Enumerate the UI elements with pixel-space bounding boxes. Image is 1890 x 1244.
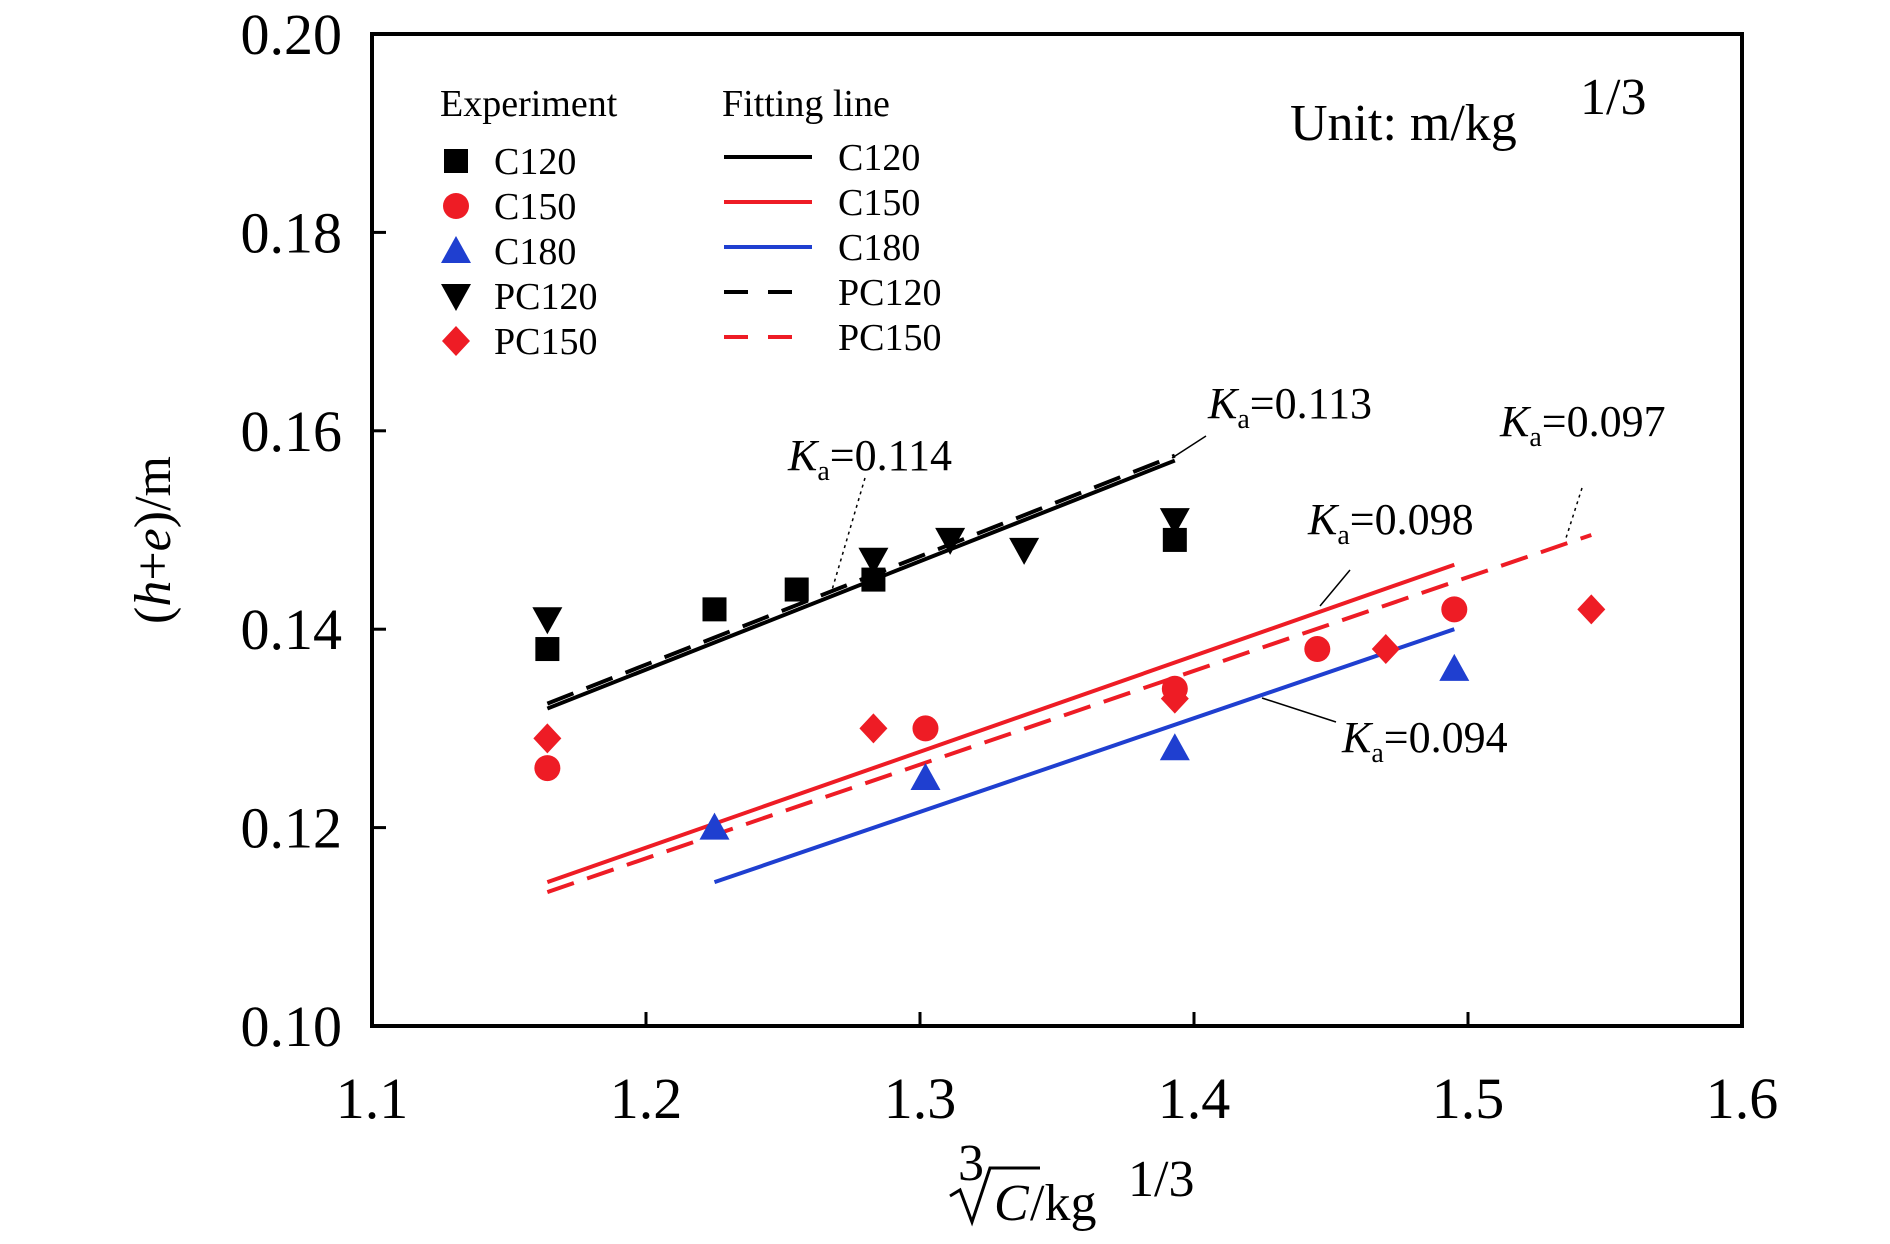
data-point-pc120 bbox=[532, 607, 563, 635]
y-axis-e: e bbox=[125, 528, 182, 551]
data-point-pc120 bbox=[935, 527, 966, 555]
data-point-c120 bbox=[702, 597, 727, 622]
fit-line-c150 bbox=[546, 562, 1455, 885]
data-point-c150 bbox=[912, 715, 939, 742]
data-point-pc150 bbox=[1577, 594, 1606, 625]
y-tick-label: 0.18 bbox=[241, 200, 343, 265]
data-point-pc120 bbox=[1009, 537, 1040, 565]
x-tick-label: 1.2 bbox=[610, 1066, 683, 1131]
data-point-c120 bbox=[784, 577, 809, 602]
legend-experiment-title: Experiment bbox=[440, 83, 618, 125]
data-markers bbox=[532, 508, 1606, 840]
legend-label-exp-c150: C150 bbox=[494, 186, 576, 228]
annotation-leader bbox=[831, 477, 866, 591]
x-tick-label: 1.1 bbox=[336, 1066, 409, 1131]
annotation-ka-0098: Ka=0.098 bbox=[1307, 495, 1474, 551]
legend-label-exp-c120: C120 bbox=[494, 141, 576, 183]
y-axis-open: ( bbox=[125, 607, 182, 624]
data-point-c150 bbox=[1304, 636, 1331, 663]
legend-entry-exp-c120: C120 bbox=[444, 141, 576, 183]
y-tick-label: 0.16 bbox=[241, 399, 343, 464]
x-axis-root-index: 3 bbox=[958, 1135, 984, 1192]
legend-label-fit-c180: C180 bbox=[838, 227, 920, 269]
data-point-pc150 bbox=[533, 723, 562, 754]
legend-experiment-entries: C120 C150 C180 PC120 PC150 bbox=[441, 141, 597, 363]
unit-note-text: Unit: m/kg bbox=[1290, 95, 1517, 152]
annotations: Ka=0.114 Ka=0.113 Ka=0.097 Ka=0.098 Ka=0… bbox=[787, 379, 1666, 769]
annotation-ka-0094: Ka=0.094 bbox=[1341, 713, 1508, 769]
data-point-c150 bbox=[534, 755, 561, 782]
legend-label-fit-c120: C120 bbox=[838, 137, 920, 179]
unit-note-exponent: 1/3 bbox=[1580, 69, 1646, 126]
unit-note: Unit: m/kg 1/3 bbox=[1290, 69, 1646, 152]
legend-marker-c120 bbox=[444, 149, 468, 173]
y-tick-label: 0.14 bbox=[241, 597, 343, 662]
legend-entry-exp-pc120: PC120 bbox=[441, 276, 597, 318]
legend-entry-exp-c150: C150 bbox=[443, 186, 576, 228]
data-point-pc150 bbox=[1160, 683, 1189, 714]
annotation-leader bbox=[1565, 487, 1583, 539]
annotation-ka-0097: Ka=0.097 bbox=[1499, 397, 1666, 453]
legend-label-exp-pc150: PC150 bbox=[494, 321, 597, 363]
data-point-pc120 bbox=[858, 547, 889, 575]
annotation-leader bbox=[1319, 569, 1351, 607]
y-tick-label: 0.12 bbox=[241, 796, 343, 861]
legend-label-exp-c180: C180 bbox=[494, 231, 576, 273]
legend-marker-c150 bbox=[443, 193, 469, 219]
x-axis-unit: /kg bbox=[1030, 1175, 1096, 1232]
legend: Experiment Fitting line C120 C150 C180 P… bbox=[440, 83, 941, 363]
data-point-c180 bbox=[1439, 653, 1470, 681]
x-tick-label: 1.4 bbox=[1158, 1066, 1231, 1131]
plot-frame bbox=[370, 32, 1744, 1028]
legend-label-fit-pc150: PC150 bbox=[838, 317, 941, 359]
annotation-leader bbox=[1171, 435, 1207, 459]
legend-marker-pc120 bbox=[441, 284, 471, 311]
legend-entry-fit-c120: C120 bbox=[724, 137, 920, 179]
y-axis-title: (h+e)/m bbox=[125, 456, 182, 624]
data-point-c150 bbox=[1441, 596, 1468, 623]
x-tick-label: 1.6 bbox=[1706, 1066, 1779, 1131]
axis-ticks: 1.1 1.2 1.3 1.4 1.5 1.6 0.10 0.12 0.14 0.16 0.18 0.… bbox=[241, 2, 1779, 1131]
annotation-leader bbox=[1261, 697, 1337, 723]
legend-marker-pc150 bbox=[442, 326, 470, 356]
fit-line-c120 bbox=[546, 458, 1176, 711]
x-tick-label: 1.3 bbox=[884, 1066, 957, 1131]
y-tick-label: 0.10 bbox=[241, 994, 343, 1059]
x-tick-label: 1.5 bbox=[1432, 1066, 1505, 1131]
x-axis-title: 3 C /kg 1/3 bbox=[949, 1135, 1194, 1232]
y-tick-label: 0.20 bbox=[241, 2, 343, 67]
x-axis-root-sign bbox=[949, 1166, 1040, 1227]
annotation-leaders bbox=[831, 435, 1583, 723]
y-axis-h: h bbox=[125, 581, 182, 607]
legend-entry-fit-pc150: PC150 bbox=[724, 317, 941, 359]
legend-label-fit-pc120: PC120 bbox=[838, 272, 941, 314]
legend-label-fit-c150: C150 bbox=[838, 182, 920, 224]
legend-entry-fit-c180: C180 bbox=[724, 227, 920, 269]
legend-fitting-entries: C120 C150 C180 PC120 PC150 bbox=[724, 137, 941, 359]
data-point-c180 bbox=[910, 763, 941, 790]
data-point-pc120 bbox=[1159, 508, 1190, 536]
data-point-pc150 bbox=[1371, 634, 1400, 665]
legend-entry-exp-pc150: PC150 bbox=[442, 321, 597, 363]
y-axis-plus: + bbox=[125, 551, 182, 580]
fit-line-pc120 bbox=[546, 453, 1176, 706]
legend-marker-c180 bbox=[441, 236, 471, 263]
legend-entry-fit-pc120: PC120 bbox=[724, 272, 941, 314]
data-point-c120 bbox=[535, 637, 560, 662]
annotation-ka-0114: Ka=0.114 bbox=[787, 431, 952, 487]
data-point-c180 bbox=[699, 812, 730, 840]
x-axis-radicand: C bbox=[994, 1175, 1030, 1232]
legend-label-exp-pc120: PC120 bbox=[494, 276, 597, 318]
data-point-pc150 bbox=[859, 713, 888, 744]
x-axis-exponent: 1/3 bbox=[1128, 1151, 1194, 1208]
legend-fitting-title: Fitting line bbox=[722, 83, 890, 125]
y-axis-close: )/m bbox=[125, 456, 182, 528]
legend-entry-fit-c150: C150 bbox=[724, 182, 920, 224]
legend-entry-exp-c180: C180 bbox=[441, 231, 576, 273]
data-point-c180 bbox=[1159, 733, 1190, 761]
fit-line-c180 bbox=[713, 627, 1455, 885]
annotation-ka-0113: Ka=0.113 bbox=[1207, 379, 1372, 435]
